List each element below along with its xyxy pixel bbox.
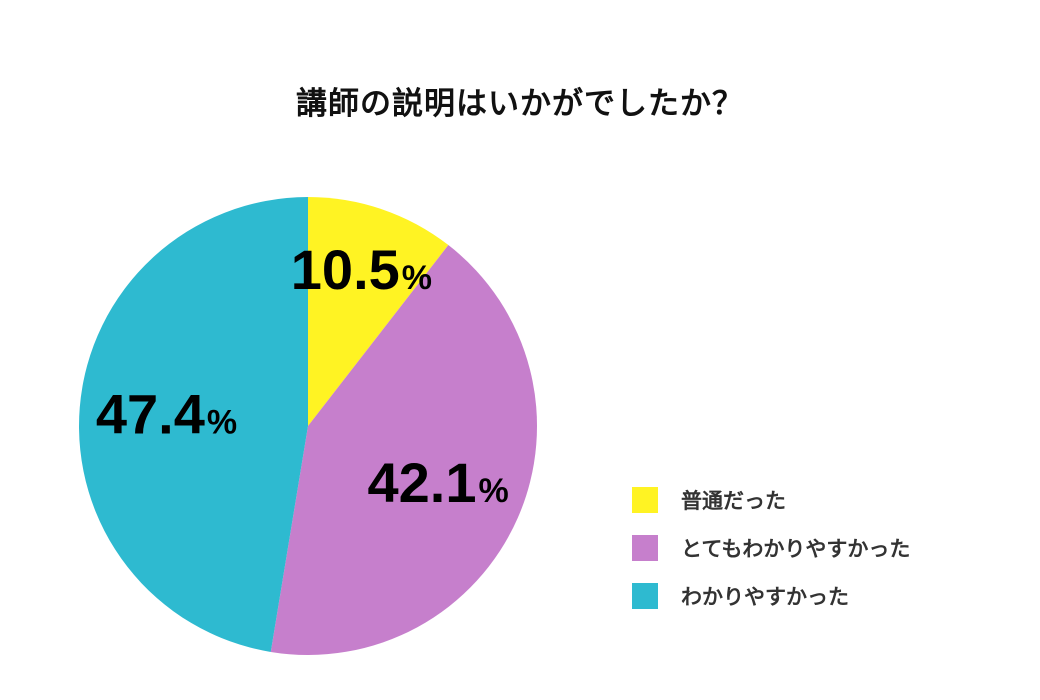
data-label-totemo-wakariyasui: 42.1% — [367, 451, 508, 514]
legend-item-totemo-wakariyasui: とてもわかりやすかった — [632, 534, 910, 562]
legend-swatch-futsu — [632, 487, 658, 513]
legend-label-totemo-wakariyasui: とてもわかりやすかった — [681, 537, 911, 561]
chart-title: 講師の説明はいかがでしたか？ — [296, 86, 744, 122]
pie-slice-futsu — [308, 197, 449, 426]
legend-item-futsu: 普通だった — [632, 486, 910, 514]
pie-slice-wakariyasui — [79, 197, 309, 652]
legend-item-wakariyasui: わかりやすかった — [632, 582, 910, 610]
pie-slice-totemo-wakariyasui — [270, 245, 538, 655]
data-label-wakariyasui: 47.4% — [96, 382, 237, 445]
legend-label-futsu: 普通だった — [681, 489, 786, 513]
legend-swatch-totemo-wakariyasui — [632, 535, 658, 561]
legend: 普通だった とてもわかりやすかった わかりやすかった — [632, 486, 910, 630]
legend-swatch-wakariyasui — [632, 583, 658, 609]
data-label-futsu: 10.5% — [291, 238, 432, 301]
legend-label-wakariyasui: わかりやすかった — [681, 585, 849, 609]
